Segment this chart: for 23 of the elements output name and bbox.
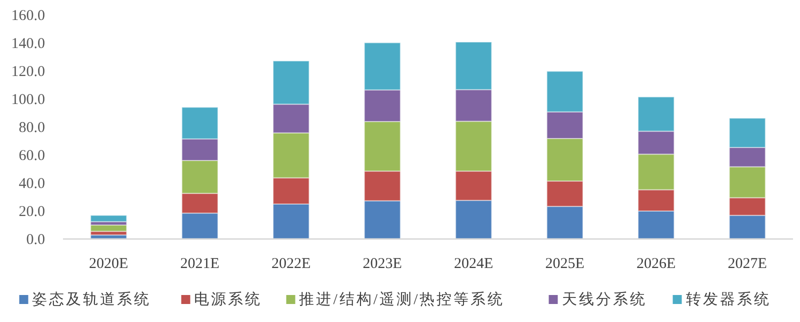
legend-label: 电源系统	[194, 291, 262, 308]
legend-label: 转发器系统	[686, 291, 771, 308]
x-tick-label: 2020E	[89, 256, 128, 272]
y-tick-label: 20.0	[18, 204, 45, 220]
x-tick-label: 2026E	[636, 256, 676, 272]
x-tick-label: 2022E	[272, 256, 311, 272]
y-tick-label: 140.0	[11, 36, 45, 52]
x-tick-label: 2024E	[454, 256, 494, 272]
x-tick-label: 2023E	[362, 256, 402, 272]
y-tick-label: 120.0	[11, 64, 45, 80]
x-tick-label: 2021E	[180, 256, 220, 272]
y-tick-label: 60.0	[18, 148, 45, 164]
bar	[90, 214, 128, 222]
x-tick-label: 2027E	[728, 256, 767, 272]
x-tick-label: 2025E	[545, 256, 584, 272]
legend-label: 天线分系统	[562, 291, 647, 308]
y-tick-label: 100.0	[11, 92, 45, 108]
y-tick-label: 0.0	[26, 232, 45, 248]
legend-label: 姿态及轨道系统	[32, 291, 152, 308]
legend-label: 推进/结构/遥测/热控等系统	[299, 291, 505, 308]
y-tick-label: 80.0	[18, 120, 45, 136]
y-tick-label: 40.0	[18, 176, 45, 192]
y-tick-label: 160.0	[11, 8, 45, 24]
